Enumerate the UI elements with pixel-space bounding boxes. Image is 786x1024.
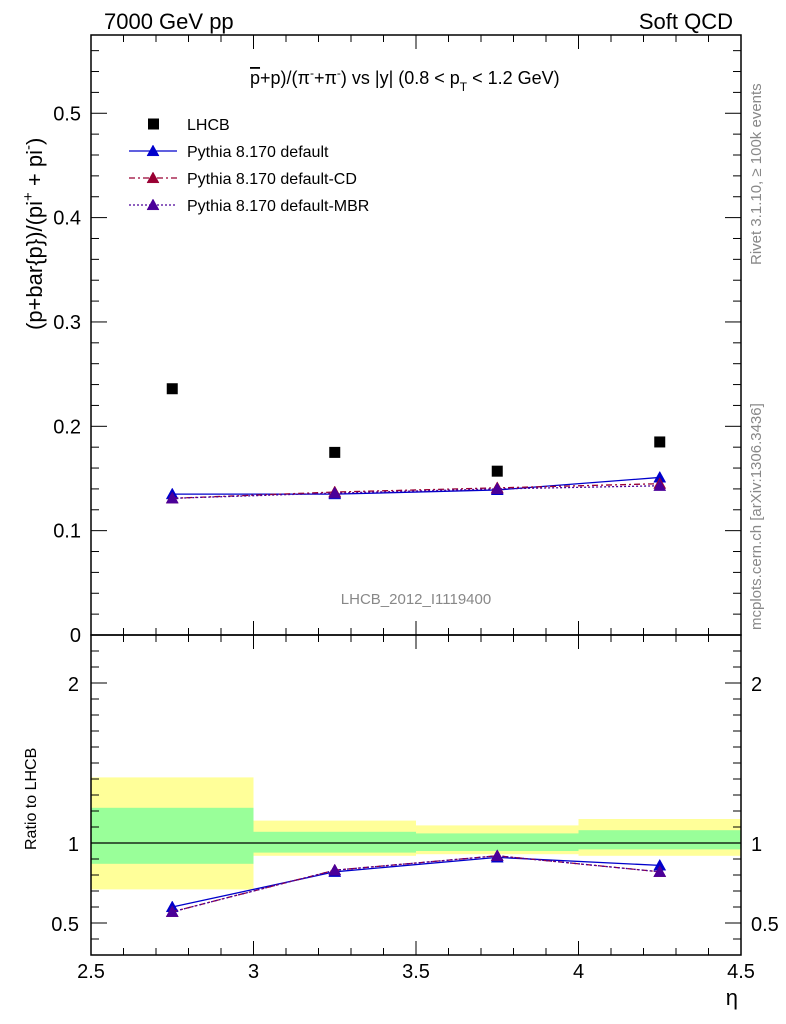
- y-tick-label: 0: [70, 625, 81, 647]
- ratio-3-marker: [653, 865, 667, 877]
- header-left: 7000 GeV pp: [104, 9, 234, 34]
- ratio-panel: 2.5 3 3.5 4 4.5 0.5 0.5 1 1 2 2: [51, 634, 779, 983]
- series-line-3: [172, 485, 660, 499]
- series-line-2: [172, 483, 660, 499]
- x-tick-label: 3.5: [402, 961, 430, 983]
- header-right: Soft QCD: [639, 9, 733, 34]
- x-tick-label: 4.5: [727, 961, 755, 983]
- y-tick-label: 0.1: [53, 521, 81, 543]
- legend-label-3: Pythia 8.170 default-MBR: [187, 198, 369, 215]
- uncertainty-band-inner: [253, 831, 416, 853]
- ratio-y-tick-label-right: 1: [751, 834, 762, 856]
- series-line-1: [172, 476, 660, 495]
- rivet-label: Rivet 3.1.10, ≥ 100k events: [748, 83, 765, 265]
- x-tick-label: 4: [573, 961, 584, 983]
- legend-marker-2: [146, 171, 160, 184]
- mcplots-label: mcplots.cern.ch [arXiv:1306.3436]: [748, 403, 765, 630]
- uncertainty-band-inner: [416, 833, 579, 851]
- series-3-marker: [653, 479, 667, 491]
- lhcb-data-point: [329, 446, 341, 458]
- ratio-y-tick-label: 0.5: [51, 914, 79, 936]
- series-3-marker: [328, 486, 342, 499]
- ratio-3-marker: [490, 849, 504, 861]
- ratio-y-tick-label: 2: [68, 674, 79, 696]
- ratio-y-tick-label: 1: [68, 834, 79, 856]
- ratio-y-tick-label-right: 2: [751, 674, 762, 696]
- legend-marker-1: [146, 144, 160, 157]
- y-tick-label: 0.4: [53, 208, 81, 230]
- lhcb-data-point: [491, 465, 503, 477]
- uncertainty-band-inner: [91, 807, 254, 864]
- y-tick-label: 0.2: [53, 416, 81, 438]
- ratio-y-axis-title: Ratio to LHCB: [23, 748, 40, 850]
- legend-lhcb-label: LHCB: [187, 117, 230, 134]
- ratio-line-1: [172, 856, 660, 908]
- series-3-marker: [165, 491, 179, 504]
- legend-label-1: Pythia 8.170 default: [187, 144, 329, 161]
- y-tick-label: 0.5: [53, 103, 81, 125]
- ratio-line-3: [172, 855, 660, 913]
- main-title: p+p)/(π-+π-) vs |y| (0.8 < pT < 1.2 GeV): [250, 66, 560, 94]
- legend-lhcb-marker: [148, 118, 159, 130]
- x-axis-title: η: [726, 985, 738, 1010]
- ratio-3-marker: [328, 863, 342, 876]
- x-tick-label: 2.5: [77, 961, 105, 983]
- lhcb-data-point: [166, 383, 178, 395]
- main-y-axis-title: (p+bar{p})/(pi+ + pi-): [20, 138, 47, 330]
- series-3-marker: [490, 482, 504, 494]
- y-tick-label: 0.3: [53, 312, 81, 334]
- main-panel: 0 0.1 0.2 0.3 0.4 0.5: [53, 34, 742, 955]
- analysis-watermark: LHCB_2012_I1119400: [341, 591, 491, 608]
- legend-label-2: Pythia 8.170 default-CD: [187, 171, 357, 188]
- x-tick-label: 3: [248, 961, 259, 983]
- lhcb-data-point: [654, 436, 666, 448]
- legend: LHCB Pythia 8.170 default Pythia 8.170 def…: [129, 117, 369, 215]
- ratio-y-tick-label-right: 0.5: [751, 914, 779, 936]
- legend-marker-3: [146, 198, 160, 211]
- ratio-3-marker: [165, 905, 179, 917]
- uncertainty-band-inner: [578, 830, 741, 850]
